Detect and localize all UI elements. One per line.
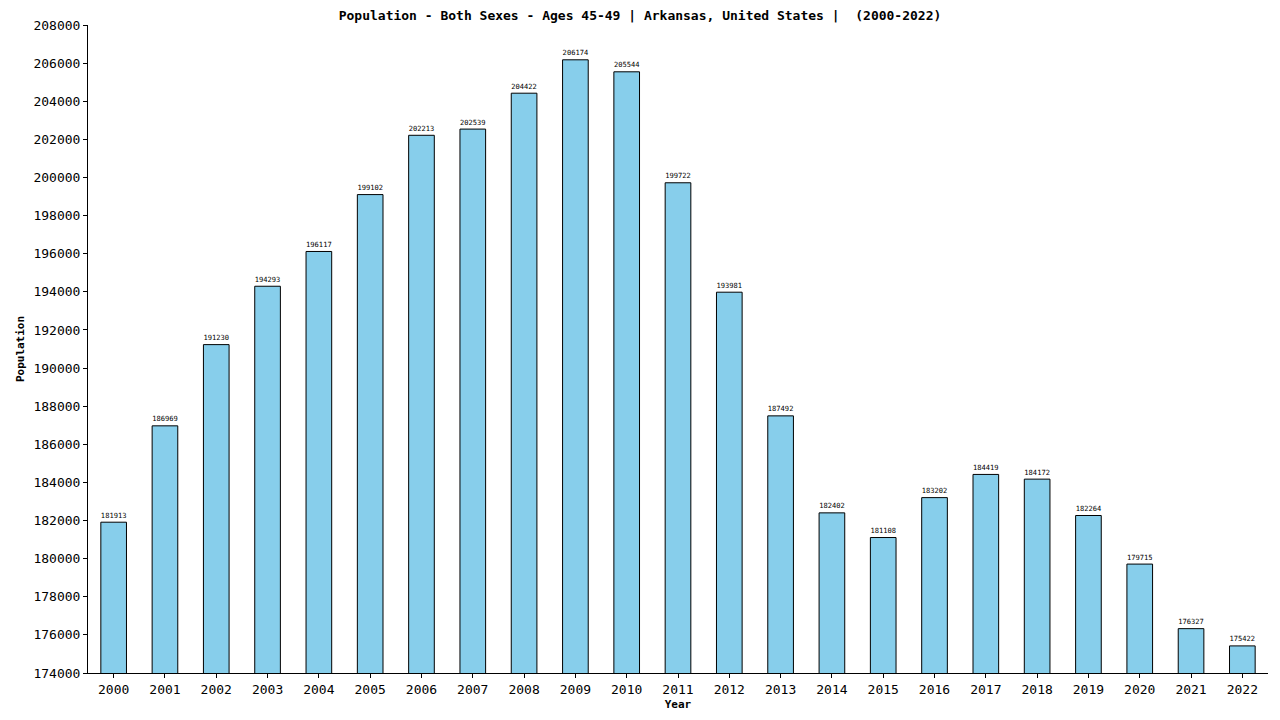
svg-text:181913: 181913 [101,511,127,520]
svg-text:2002: 2002 [201,682,232,697]
svg-text:182402: 182402 [819,501,845,510]
svg-text:194293: 194293 [255,275,281,284]
svg-text:183202: 183202 [922,486,948,495]
svg-text:2021: 2021 [1175,682,1206,697]
svg-text:2005: 2005 [355,682,386,697]
svg-text:175422: 175422 [1230,634,1256,643]
svg-text:2018: 2018 [1021,682,1052,697]
svg-text:181108: 181108 [870,526,896,535]
svg-text:2019: 2019 [1073,682,1104,697]
svg-text:2006: 2006 [406,682,437,697]
svg-text:206000: 206000 [33,56,80,71]
svg-text:Population - Both Sexes - Ages: Population - Both Sexes - Ages 45-49 | A… [339,8,942,23]
svg-text:184000: 184000 [33,475,80,490]
svg-text:2022: 2022 [1227,682,1258,697]
svg-text:2008: 2008 [508,682,539,697]
svg-text:193981: 193981 [717,281,743,290]
svg-text:2009: 2009 [560,682,591,697]
svg-text:200000: 200000 [33,170,80,185]
svg-text:2016: 2016 [919,682,950,697]
svg-text:2001: 2001 [149,682,180,697]
svg-text:187492: 187492 [768,404,794,413]
svg-text:180000: 180000 [33,551,80,566]
svg-text:182000: 182000 [33,513,80,528]
svg-text:179715: 179715 [1127,553,1153,562]
svg-text:202539: 202539 [460,118,486,127]
svg-text:2011: 2011 [662,682,693,697]
svg-text:205544: 205544 [614,60,640,69]
svg-text:204000: 204000 [33,94,80,109]
svg-text:186969: 186969 [152,414,178,423]
svg-text:Year: Year [665,698,692,711]
svg-text:196117: 196117 [306,240,332,249]
svg-text:184419: 184419 [973,463,999,472]
svg-text:199722: 199722 [665,171,691,180]
svg-text:174000: 174000 [33,666,80,681]
svg-text:Population: Population [14,316,27,382]
svg-text:178000: 178000 [33,589,80,604]
svg-text:2007: 2007 [457,682,488,697]
svg-text:188000: 188000 [33,399,80,414]
svg-text:190000: 190000 [33,361,80,376]
svg-text:202000: 202000 [33,132,80,147]
svg-text:206174: 206174 [563,48,589,57]
svg-text:182264: 182264 [1076,504,1102,513]
svg-text:2017: 2017 [970,682,1001,697]
svg-text:2004: 2004 [303,682,334,697]
svg-text:199102: 199102 [357,183,383,192]
svg-text:198000: 198000 [33,208,80,223]
svg-text:2013: 2013 [765,682,796,697]
svg-text:2000: 2000 [98,682,129,697]
svg-text:2003: 2003 [252,682,283,697]
svg-text:2020: 2020 [1124,682,1155,697]
svg-text:2012: 2012 [714,682,745,697]
svg-text:186000: 186000 [33,437,80,452]
svg-text:176327: 176327 [1178,617,1204,626]
svg-text:192000: 192000 [33,322,80,337]
svg-text:191230: 191230 [203,333,229,342]
svg-text:204422: 204422 [511,82,537,91]
svg-text:208000: 208000 [33,18,80,33]
svg-text:2010: 2010 [611,682,642,697]
svg-text:196000: 196000 [33,246,80,261]
svg-text:194000: 194000 [33,284,80,299]
svg-text:176000: 176000 [33,627,80,642]
svg-text:184172: 184172 [1024,468,1050,477]
svg-text:2015: 2015 [868,682,899,697]
svg-text:2014: 2014 [816,682,847,697]
svg-text:202213: 202213 [409,124,435,133]
